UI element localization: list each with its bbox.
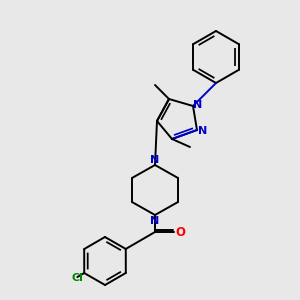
Text: N: N — [194, 100, 202, 110]
Text: N: N — [150, 155, 160, 165]
Text: N: N — [198, 126, 208, 136]
Text: O: O — [175, 226, 185, 238]
Text: N: N — [150, 216, 160, 226]
Text: Cl: Cl — [71, 273, 83, 283]
